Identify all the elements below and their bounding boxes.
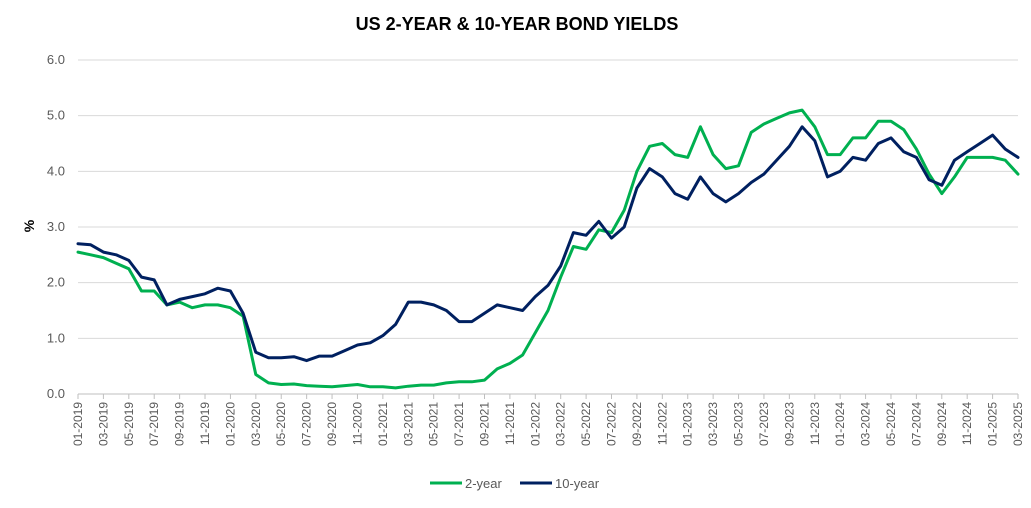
x-tick-label: 07-2024	[909, 402, 923, 446]
x-tick-label: 03-2019	[96, 402, 110, 446]
series-line-2-year	[76, 108, 1020, 390]
x-tick-label: 03-2025	[1011, 402, 1025, 446]
series-lines	[76, 108, 1020, 390]
series-line-10-year	[76, 125, 1020, 363]
x-tick-label: 11-2021	[503, 402, 517, 445]
y-axis-label: %	[21, 219, 37, 232]
x-tick-label: 05-2022	[579, 402, 593, 446]
y-tick-label: 4.0	[47, 163, 65, 178]
x-tick-label: 05-2023	[732, 402, 746, 446]
x-tick-label: 07-2023	[757, 402, 771, 446]
x-tick-label: 01-2024	[833, 402, 847, 446]
x-tick-label: 05-2020	[274, 402, 288, 446]
chart-title: US 2-YEAR & 10-YEAR BOND YIELDS	[356, 14, 679, 34]
x-tick-label: 09-2023	[782, 402, 796, 446]
y-tick-label: 0.0	[47, 386, 65, 401]
x-tick-label: 03-2020	[249, 402, 263, 446]
legend: 2-year 10-year	[430, 476, 600, 491]
x-tick-label: 01-2020	[223, 402, 237, 446]
x-tick-label: 09-2022	[630, 402, 644, 446]
x-tick-label: 05-2024	[884, 402, 898, 446]
x-tick-label: 07-2022	[605, 402, 619, 446]
x-tick-label: 11-2022	[655, 402, 669, 445]
gridlines	[77, 59, 1019, 399]
y-tick-label: 6.0	[47, 52, 65, 67]
x-tick-label: 03-2021	[401, 402, 415, 446]
y-tick-label: 3.0	[47, 219, 65, 234]
x-tick-label: 07-2019	[147, 402, 161, 446]
x-tick-label: 01-2022	[528, 402, 542, 446]
y-tick-label: 2.0	[47, 275, 65, 290]
x-tick-label: 11-2020	[350, 402, 364, 445]
x-tick-label: 03-2024	[859, 402, 873, 446]
x-tick-label: 03-2022	[554, 402, 568, 446]
x-tick-label: 01-2023	[681, 402, 695, 446]
legend-label-2-year: 2-year	[465, 476, 503, 491]
x-tick-label: 11-2024	[960, 402, 974, 445]
x-tick-label: 01-2021	[376, 402, 390, 446]
y-tick-label: 5.0	[47, 108, 65, 123]
x-tick-label: 09-2020	[325, 402, 339, 446]
x-tick-label: 09-2019	[173, 402, 187, 446]
x-tick-label: 03-2023	[706, 402, 720, 446]
y-tick-label: 1.0	[47, 330, 65, 345]
y-tick-labels: 0.0 1.0 2.0 3.0 4.0 5.0 6.0	[47, 52, 65, 401]
x-tick-label: 09-2024	[935, 402, 949, 446]
x-tick-labels: 01-2019 03-2019 05-2019 07-2019 09-2019 11-20…	[71, 402, 1025, 446]
x-tick-label: 01-2025	[986, 402, 1000, 446]
x-tick-label: 05-2019	[122, 402, 136, 446]
x-tick-label: 05-2021	[427, 402, 441, 446]
x-tick-label: 07-2020	[300, 402, 314, 446]
x-tick-label: 09-2021	[477, 402, 491, 446]
x-tick-label: 01-2019	[71, 402, 85, 446]
legend-label-10-year: 10-year	[555, 476, 600, 491]
x-tick-label: 11-2023	[808, 402, 822, 445]
x-tick-label: 11-2019	[198, 402, 212, 445]
x-tick-label: 07-2021	[452, 402, 466, 446]
